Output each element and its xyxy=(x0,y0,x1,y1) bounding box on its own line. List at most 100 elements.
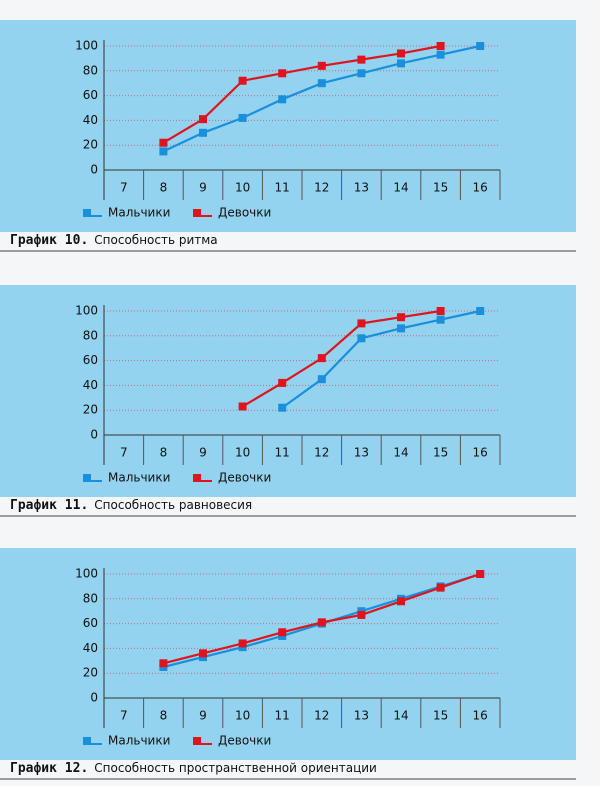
panel xyxy=(0,285,576,497)
point xyxy=(199,115,207,124)
x-tick-label: 12 xyxy=(314,181,329,195)
point xyxy=(278,69,287,78)
y-tick-label: 40 xyxy=(83,378,98,392)
point xyxy=(317,61,326,70)
point xyxy=(397,49,405,58)
point xyxy=(357,334,366,343)
point xyxy=(397,597,405,606)
legend-label: Девочки xyxy=(218,471,271,485)
legend-label: Девочки xyxy=(218,206,271,220)
legend-marker xyxy=(193,209,201,217)
caption-label: График 12. xyxy=(10,761,88,776)
legend-label: Мальчики xyxy=(108,471,170,485)
x-tick-label: 13 xyxy=(354,446,369,460)
y-tick-label: 80 xyxy=(83,328,98,342)
x-tick-label: 15 xyxy=(433,181,448,195)
legend-label: Мальчики xyxy=(108,734,170,748)
caption-label: График 11. xyxy=(10,498,88,513)
legend-marker xyxy=(83,737,91,745)
point xyxy=(357,69,366,78)
point xyxy=(357,610,366,619)
x-tick-label: 13 xyxy=(354,709,369,723)
point xyxy=(476,42,485,50)
x-tick-label: 12 xyxy=(314,446,329,460)
x-tick-label: 12 xyxy=(314,709,329,723)
x-tick-label: 7 xyxy=(120,446,128,460)
point xyxy=(476,307,485,315)
x-tick-label: 9 xyxy=(199,446,207,460)
point xyxy=(436,583,445,592)
point xyxy=(317,375,326,384)
point xyxy=(397,313,405,322)
point xyxy=(159,147,168,156)
point xyxy=(436,315,445,324)
point xyxy=(159,138,168,147)
point xyxy=(317,618,326,627)
point xyxy=(317,79,326,88)
x-tick-label: 16 xyxy=(473,446,488,460)
x-tick-label: 16 xyxy=(473,181,488,195)
point xyxy=(199,649,207,658)
x-tick-label: 14 xyxy=(393,446,408,460)
x-tick-label: 7 xyxy=(120,709,128,723)
y-tick-label: 20 xyxy=(83,138,98,152)
legend-marker xyxy=(83,209,91,217)
y-tick-label: 100 xyxy=(75,304,98,318)
point xyxy=(278,378,287,387)
x-tick-label: 9 xyxy=(199,709,207,723)
x-tick-label: 11 xyxy=(275,446,290,460)
y-tick-label: 20 xyxy=(83,666,98,680)
point xyxy=(199,128,207,137)
caption-label: График 10. xyxy=(10,233,88,248)
x-tick-label: 16 xyxy=(473,709,488,723)
point xyxy=(278,403,287,412)
x-tick-label: 11 xyxy=(275,181,290,195)
y-tick-label: 80 xyxy=(83,63,98,77)
y-tick-label: 20 xyxy=(83,403,98,417)
point xyxy=(238,113,247,122)
y-tick-label: 80 xyxy=(83,591,98,605)
legend-marker xyxy=(83,474,91,482)
y-tick-label: 60 xyxy=(83,353,98,367)
series-line xyxy=(242,309,441,408)
caption: График 12. Способность пространственной о… xyxy=(10,761,377,776)
point xyxy=(436,307,445,315)
point xyxy=(357,319,366,328)
caption-title: Способность пространственной ориентации xyxy=(94,761,377,775)
x-tick-label: 7 xyxy=(120,181,128,195)
caption: График 10. Способность ритма xyxy=(10,233,218,248)
x-tick-label: 13 xyxy=(354,181,369,195)
y-tick-label: 40 xyxy=(83,113,98,127)
legend-marker xyxy=(193,474,201,482)
point xyxy=(159,659,168,668)
point xyxy=(397,324,405,333)
y-tick-label: 100 xyxy=(75,39,98,53)
y-tick-label: 100 xyxy=(75,567,98,581)
x-tick-label: 15 xyxy=(433,709,448,723)
point xyxy=(476,570,485,578)
y-tick-label: 40 xyxy=(83,641,98,655)
point xyxy=(238,76,247,85)
series-line xyxy=(281,309,481,409)
series-line xyxy=(162,44,441,144)
y-tick-label: 0 xyxy=(90,691,98,705)
y-tick-label: 0 xyxy=(90,163,98,177)
panel xyxy=(0,20,576,232)
panel xyxy=(0,548,576,760)
caption-title: Способность ритма xyxy=(94,233,217,247)
legend-label: Девочки xyxy=(218,734,271,748)
point xyxy=(357,55,366,64)
caption: График 11. Способность равновесия xyxy=(10,498,252,513)
x-tick-label: 10 xyxy=(235,709,250,723)
x-tick-label: 11 xyxy=(275,709,290,723)
x-tick-label: 9 xyxy=(199,181,207,195)
point xyxy=(278,628,287,637)
caption-title: Способность равновесия xyxy=(94,498,252,512)
y-tick-label: 60 xyxy=(83,616,98,630)
x-tick-label: 8 xyxy=(160,446,168,460)
y-tick-label: 60 xyxy=(83,88,98,102)
point xyxy=(238,639,247,648)
point xyxy=(397,59,405,68)
